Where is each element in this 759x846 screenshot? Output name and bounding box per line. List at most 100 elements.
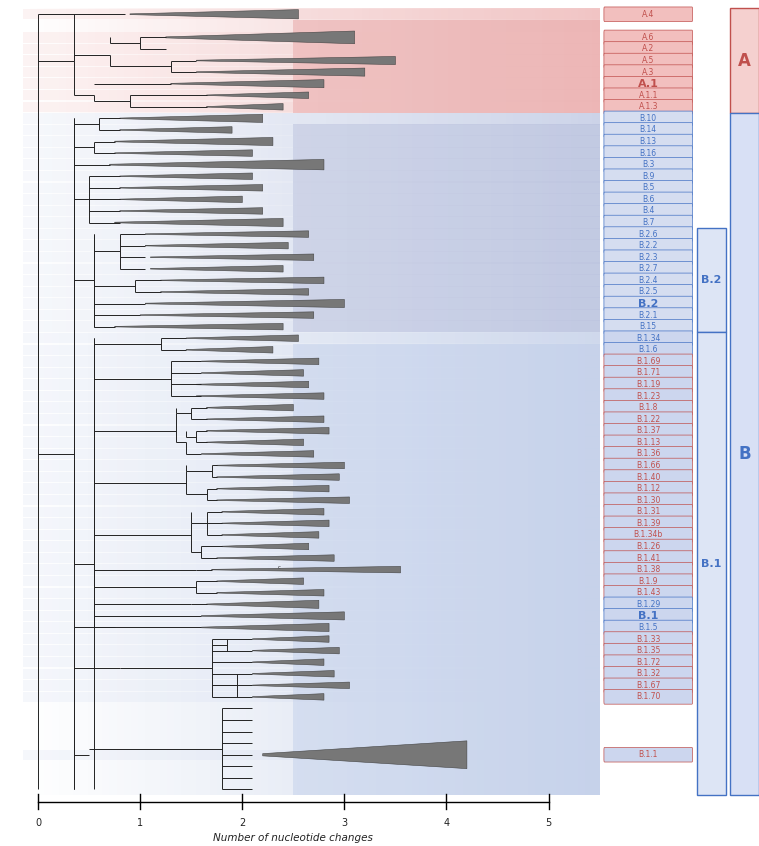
Bar: [405, 8, 412, 113]
Bar: [297, 8, 304, 113]
Text: B.1.40: B.1.40: [636, 473, 660, 481]
Bar: [23, 564, 600, 574]
Bar: [23, 67, 600, 77]
Bar: [369, 332, 376, 795]
Polygon shape: [161, 277, 324, 283]
Bar: [23, 588, 600, 598]
Bar: [52, 8, 59, 113]
Text: 0: 0: [35, 818, 41, 828]
Bar: [23, 183, 600, 193]
Bar: [225, 113, 232, 332]
Bar: [730, 8, 759, 113]
Bar: [74, 332, 80, 795]
Bar: [189, 113, 196, 332]
FancyBboxPatch shape: [604, 597, 692, 612]
Bar: [441, 8, 448, 113]
Text: 1: 1: [137, 818, 143, 828]
Bar: [391, 113, 398, 332]
Text: B.1.71: B.1.71: [636, 368, 660, 377]
Polygon shape: [263, 741, 467, 769]
Polygon shape: [217, 462, 345, 469]
FancyBboxPatch shape: [604, 239, 692, 253]
FancyBboxPatch shape: [604, 435, 692, 449]
Text: B.3: B.3: [642, 160, 654, 169]
Bar: [30, 332, 37, 795]
FancyBboxPatch shape: [604, 585, 692, 600]
Text: B.1.66: B.1.66: [636, 461, 660, 470]
Polygon shape: [222, 543, 309, 550]
Bar: [23, 206, 600, 216]
Bar: [304, 332, 311, 795]
FancyBboxPatch shape: [604, 123, 692, 137]
Bar: [376, 8, 383, 113]
Bar: [348, 113, 354, 332]
Bar: [138, 113, 146, 332]
Bar: [203, 332, 210, 795]
Text: B.1.33: B.1.33: [636, 634, 660, 644]
FancyBboxPatch shape: [604, 146, 692, 161]
Polygon shape: [206, 601, 319, 608]
Bar: [528, 332, 534, 795]
Polygon shape: [222, 520, 329, 526]
Bar: [23, 750, 600, 760]
Bar: [102, 332, 109, 795]
Bar: [697, 228, 726, 332]
Bar: [293, 344, 650, 795]
Bar: [593, 8, 600, 113]
Polygon shape: [197, 57, 395, 64]
Bar: [23, 530, 600, 540]
Polygon shape: [253, 671, 334, 677]
Polygon shape: [206, 439, 304, 446]
Bar: [30, 113, 37, 332]
Bar: [23, 692, 600, 702]
Bar: [326, 113, 333, 332]
Bar: [441, 113, 448, 332]
Bar: [80, 8, 88, 113]
Text: B.1.37: B.1.37: [636, 426, 660, 436]
Bar: [319, 8, 326, 113]
Bar: [210, 113, 218, 332]
Bar: [319, 332, 326, 795]
Bar: [23, 124, 600, 135]
Bar: [484, 113, 492, 332]
FancyBboxPatch shape: [604, 608, 692, 624]
Text: B.6: B.6: [642, 195, 654, 204]
Polygon shape: [150, 266, 283, 272]
Bar: [276, 332, 282, 795]
Text: B.2.2: B.2.2: [638, 241, 658, 250]
Bar: [254, 113, 261, 332]
Text: B.1.29: B.1.29: [636, 600, 660, 609]
Text: B.1.36: B.1.36: [636, 449, 660, 459]
Bar: [348, 8, 354, 113]
Bar: [563, 332, 571, 795]
Polygon shape: [130, 9, 298, 19]
Bar: [23, 623, 600, 633]
Bar: [44, 113, 52, 332]
Text: B.1.19: B.1.19: [636, 380, 660, 389]
FancyBboxPatch shape: [604, 308, 692, 322]
Bar: [354, 332, 362, 795]
Bar: [218, 332, 225, 795]
Bar: [30, 8, 37, 113]
Bar: [23, 240, 600, 251]
Bar: [506, 332, 513, 795]
Bar: [563, 113, 571, 332]
Text: 4: 4: [443, 818, 449, 828]
Bar: [189, 8, 196, 113]
Bar: [448, 8, 455, 113]
FancyBboxPatch shape: [604, 284, 692, 299]
FancyBboxPatch shape: [604, 365, 692, 380]
Bar: [153, 8, 159, 113]
Bar: [420, 113, 427, 332]
Bar: [578, 113, 585, 332]
Bar: [23, 333, 600, 343]
Polygon shape: [145, 299, 345, 308]
Bar: [470, 113, 477, 332]
Bar: [181, 113, 189, 332]
Bar: [528, 8, 534, 113]
Text: B.2.4: B.2.4: [638, 276, 658, 285]
Bar: [247, 113, 254, 332]
Polygon shape: [186, 347, 273, 353]
Bar: [304, 8, 311, 113]
Bar: [23, 113, 600, 124]
